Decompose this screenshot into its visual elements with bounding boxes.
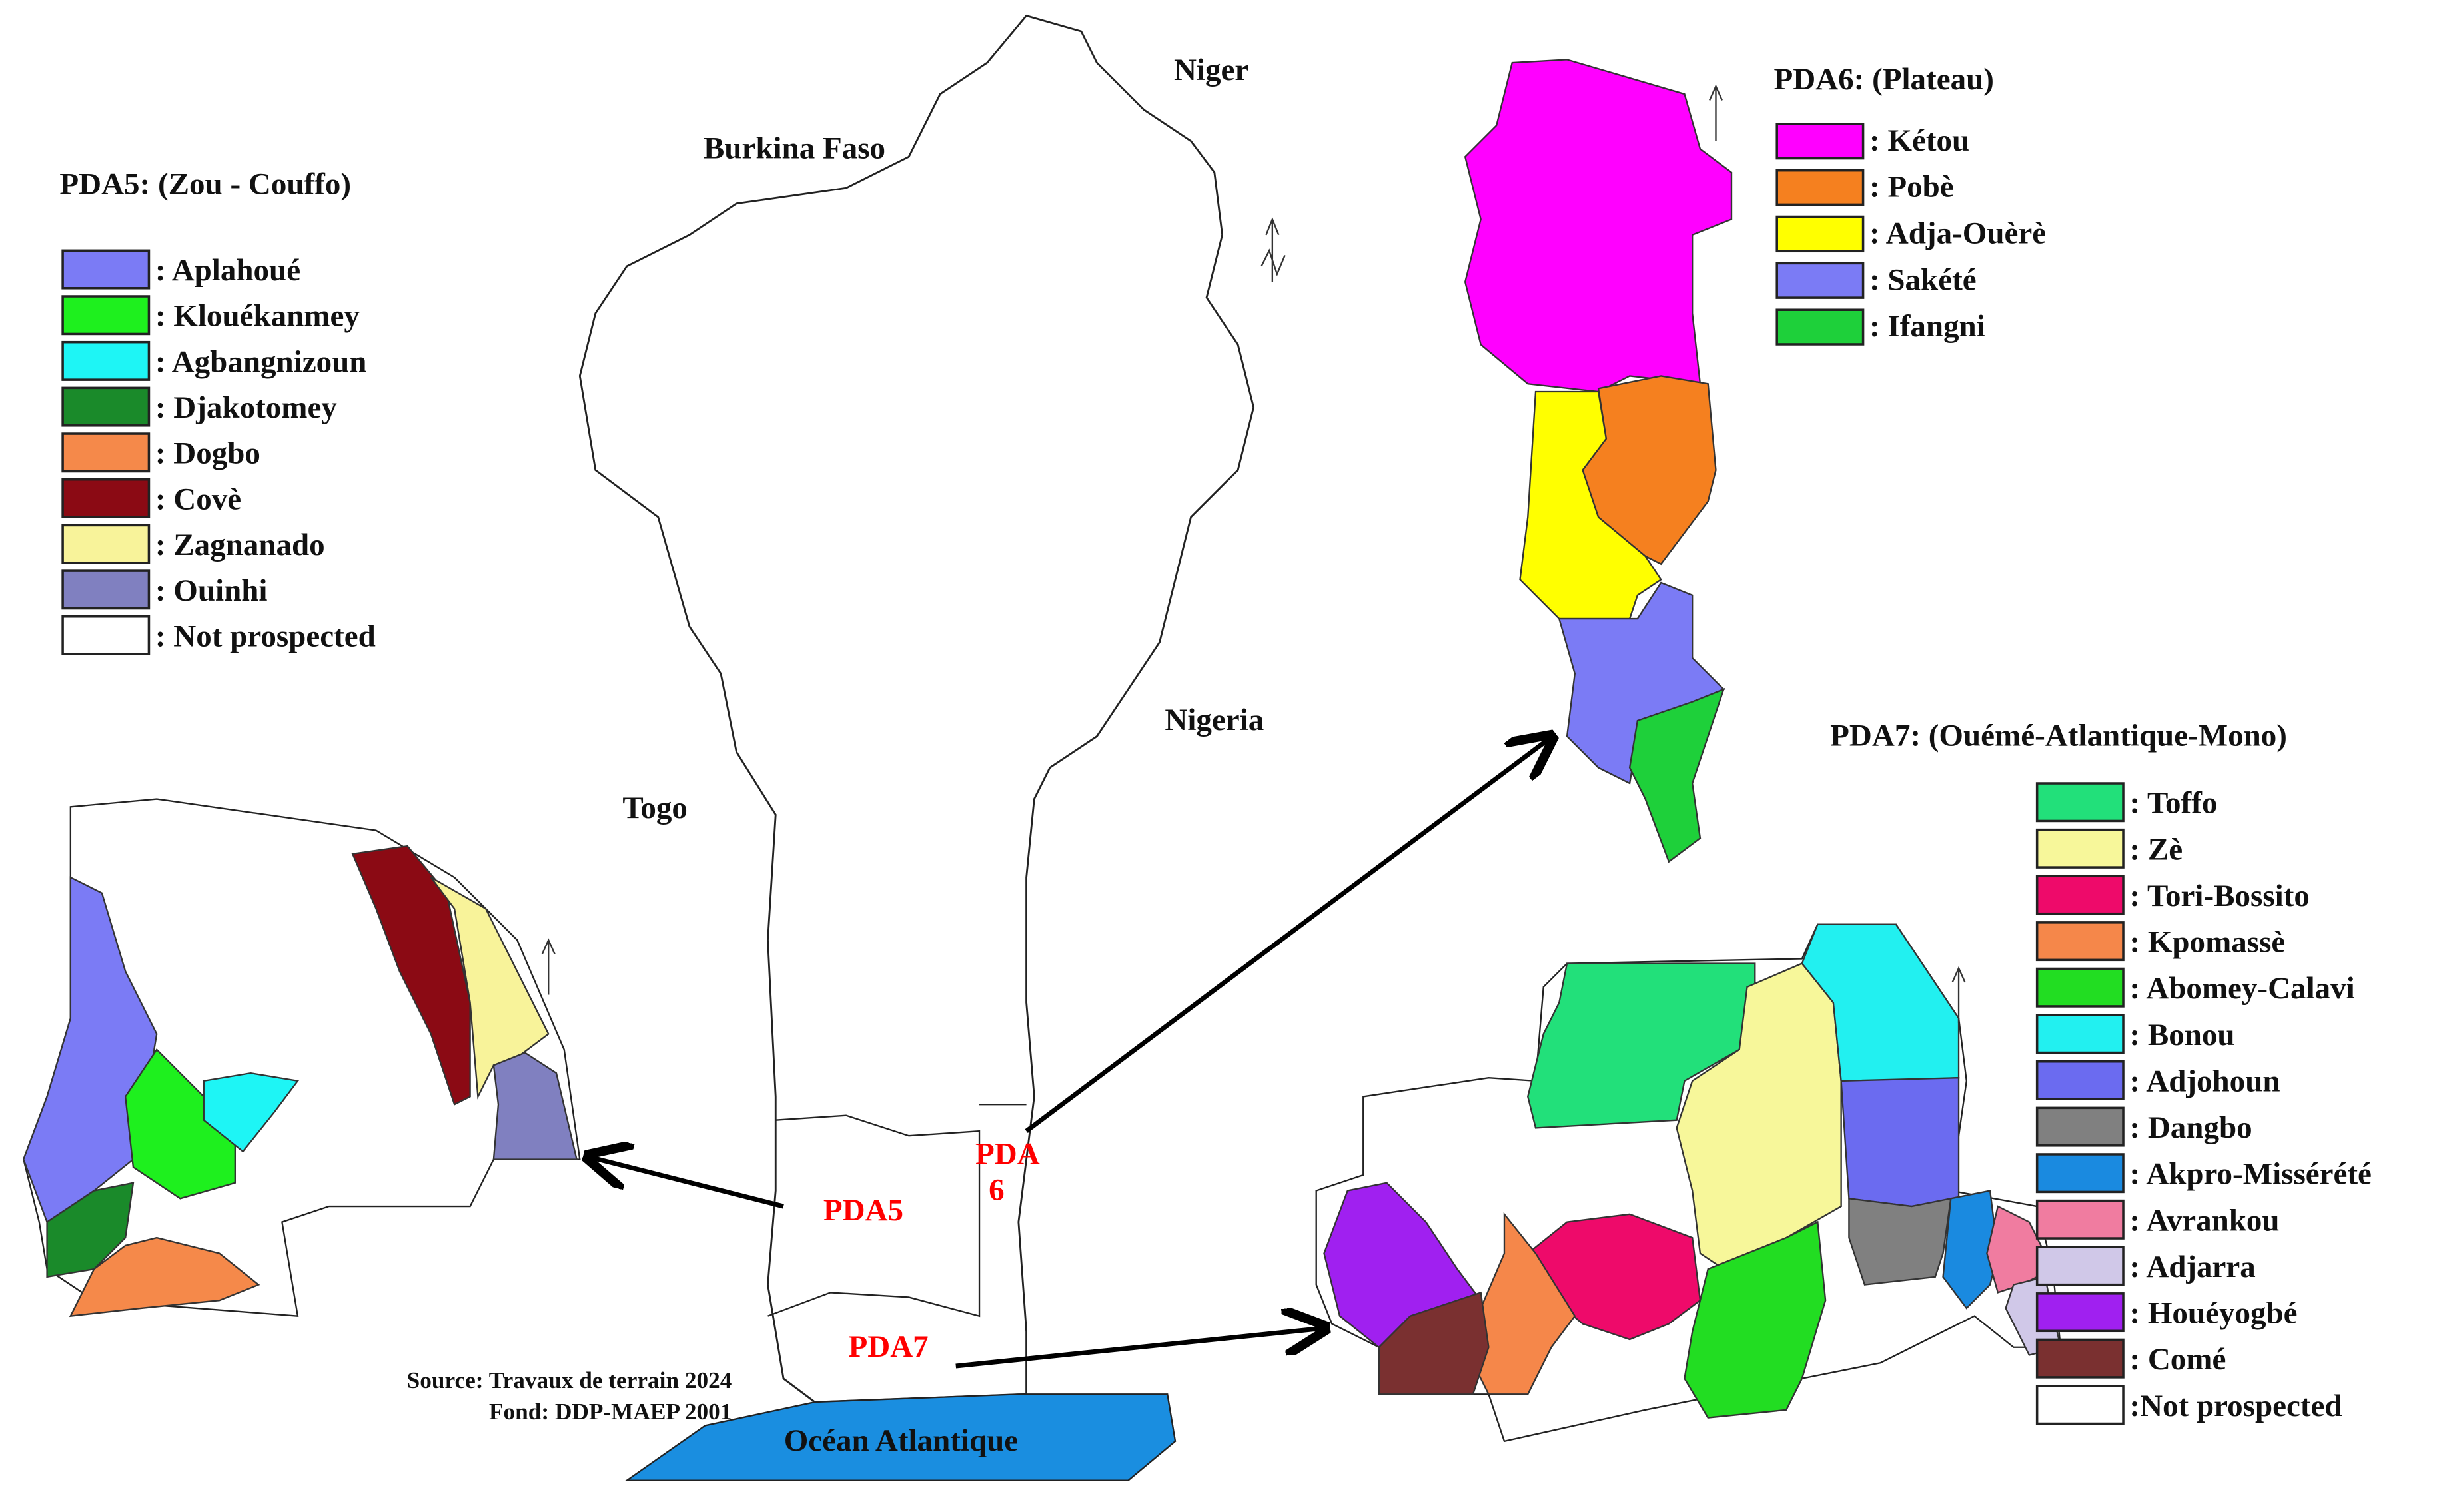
source: Source: Travaux de terrain 2024	[407, 1367, 732, 1393]
legend-label: : Avrankou	[2129, 1203, 2279, 1238]
legend-swatch	[1775, 215, 1865, 253]
region	[492, 1052, 578, 1160]
legend-label: : Sakété	[1869, 262, 1977, 297]
region	[1464, 1212, 1576, 1395]
source: Fond: DDP-MAEP 2001	[489, 1399, 732, 1425]
legend-label: : Comé	[2129, 1342, 2226, 1377]
legend-swatch	[2035, 1338, 2125, 1379]
zone-label: PDA5	[823, 1193, 903, 1228]
region	[1942, 1190, 1999, 1310]
legend-label: : Ifangni	[1869, 309, 1985, 344]
region	[1628, 687, 1725, 863]
legend-label: : Djakotomey	[155, 390, 337, 425]
legend-label: :Not prospected	[2129, 1389, 2342, 1423]
legend-label: : Klouékanmey	[155, 299, 360, 334]
country-label: Nigeria	[1165, 703, 1264, 737]
region	[1378, 1291, 1490, 1395]
zone-label: PDA	[975, 1137, 1040, 1172]
legend-swatch	[2035, 967, 2125, 1008]
legend-swatch	[2035, 1106, 2125, 1147]
legend-swatch	[61, 386, 151, 427]
arrow	[592, 1158, 784, 1209]
legend-swatch	[2035, 921, 2125, 962]
legend-swatch	[61, 432, 151, 473]
legend-swatch	[2035, 782, 2125, 823]
legend-swatch	[1775, 123, 1865, 160]
legend-swatch	[61, 295, 151, 336]
region	[124, 1048, 236, 1200]
region	[1848, 1197, 1952, 1286]
legend-swatch	[61, 249, 151, 290]
legend-label: : Toffo	[2129, 786, 2217, 821]
legend-label: : Akpro-Missérété	[2129, 1157, 2372, 1192]
zone-boundary	[767, 1114, 981, 1318]
legend-title: PDA6: (Plateau)	[1774, 62, 1994, 97]
legend-label: : Adjarra	[2129, 1250, 2255, 1284]
legend-label: : Ouinhi	[155, 573, 268, 608]
legend-label: : Dogbo	[155, 436, 260, 471]
legend-swatch	[1775, 169, 1865, 206]
legend-label: : Covè	[155, 482, 241, 516]
arrow	[1025, 739, 1548, 1133]
legend-swatch	[61, 478, 151, 518]
ocean-label: Océan Atlantique	[784, 1423, 1018, 1458]
zone-label: 6	[989, 1173, 1005, 1208]
legend-title: PDA5: (Zou - Couffo)	[59, 167, 351, 202]
region	[1840, 1076, 1960, 1208]
legend-label: : Agbangnizoun	[155, 344, 367, 379]
country-label: Niger	[1174, 53, 1248, 87]
legend-label: : Tori-Bossito	[2129, 879, 2309, 913]
country-label: Burkina Faso	[704, 131, 885, 166]
region	[203, 1072, 299, 1153]
legend-label: : Kétou	[1869, 123, 1969, 158]
legend-swatch	[2035, 1153, 2125, 1194]
legend-swatch	[1775, 308, 1865, 346]
legend-swatch	[1775, 262, 1865, 299]
legend-swatch	[2035, 1060, 2125, 1100]
region	[351, 845, 471, 1106]
region	[69, 1236, 260, 1318]
north-arrow	[541, 84, 1966, 1023]
legend-swatch	[2035, 1199, 2125, 1240]
benin-outline	[578, 14, 1255, 1403]
region	[23, 876, 158, 1224]
legend-label: : Adja-Ouèrè	[1869, 216, 2046, 251]
legend-swatch	[61, 615, 151, 655]
regions	[23, 59, 2062, 1419]
region	[1464, 59, 1733, 393]
legends: PDA5: (Zou - Couffo) : Aplahoué : Klouékan…	[59, 62, 2372, 1425]
zone-label: PDA7	[849, 1329, 929, 1364]
legend-label: : Zè	[2129, 832, 2183, 867]
legend-label: : Aplahoué	[155, 253, 300, 288]
legend-swatch	[2035, 1385, 2125, 1425]
region	[46, 1182, 135, 1278]
region	[1519, 390, 1662, 620]
legend-label: : Dangbo	[2129, 1110, 2252, 1145]
ocean	[624, 1393, 1177, 1481]
legend-swatch	[2035, 1292, 2125, 1333]
legend-swatch	[2035, 875, 2125, 915]
legend-label: : Abomey-Calavi	[2129, 971, 2354, 1006]
legend-label: : Not prospected	[155, 619, 376, 653]
arrow	[955, 1329, 1321, 1369]
legend-swatch	[61, 524, 151, 564]
region	[1684, 1220, 1827, 1419]
legend-label: : Bonou	[2129, 1018, 2234, 1052]
legend-label: : Kpomassè	[2129, 925, 2285, 960]
legend-swatch	[61, 569, 151, 610]
legend-swatch	[2035, 828, 2125, 869]
country-label: Togo	[622, 791, 688, 825]
legend-label: : Adjohoun	[2129, 1064, 2280, 1098]
legend-title: PDA7: (Ouémé-Atlantique-Mono)	[1830, 719, 2287, 753]
legend-swatch	[2035, 1246, 2125, 1286]
legend-label: : Pobè	[1869, 170, 1954, 204]
legend-label: : Houéyogbé	[2129, 1296, 2297, 1331]
legend-label: : Zagnanado	[155, 528, 325, 562]
legend-swatch	[61, 340, 151, 381]
legend-swatch	[2035, 1014, 2125, 1054]
